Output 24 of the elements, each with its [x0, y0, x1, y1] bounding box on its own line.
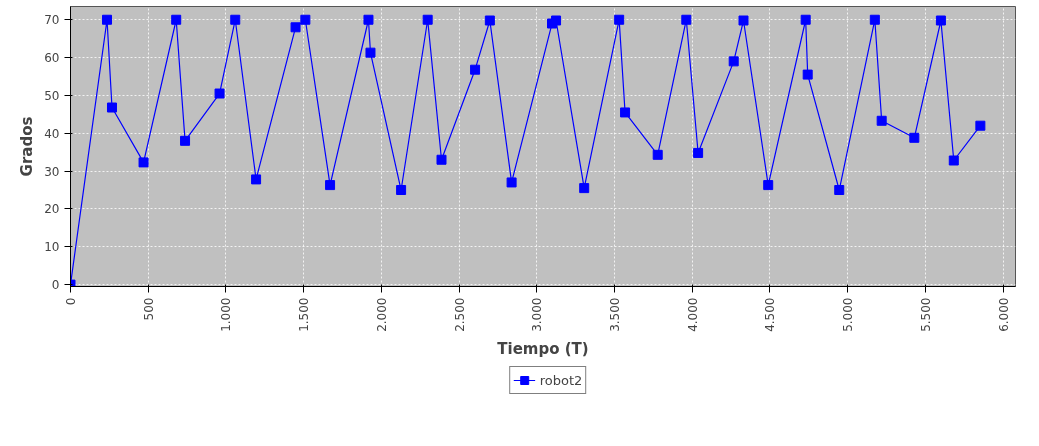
y-tick-label: 30	[44, 164, 60, 179]
x-tick-label: 5.500	[918, 297, 933, 332]
x-tick-label: 4.000	[685, 297, 700, 332]
y-tick-label: 60	[44, 51, 60, 66]
x-tick-label: 3.000	[530, 297, 545, 332]
legend-label: robot2	[539, 372, 583, 388]
x-tick-label: 0	[64, 297, 78, 306]
x-tick-label: 5.000	[841, 297, 856, 332]
y-tick-label: 20	[44, 202, 60, 217]
x-tick-label: 3.500	[608, 297, 622, 332]
x-tick-label: 2.000	[374, 297, 389, 332]
y-axis-title: Grados	[18, 116, 37, 177]
y-tick-label: 10	[44, 240, 60, 255]
x-tick-label: 1.000	[219, 297, 234, 332]
x-tick-label: 1.500	[297, 297, 312, 332]
x-tick-label: 6.000	[996, 297, 1011, 332]
x-tick-label: 4.500	[763, 297, 778, 332]
y-tick-label: 0	[51, 278, 60, 293]
y-tick-label: 70	[44, 13, 60, 28]
y-tick-label: 50	[44, 88, 60, 103]
x-tick-label: 2.500	[452, 297, 467, 332]
x-tick-label: 500	[141, 297, 156, 321]
y-tick-label: 40	[44, 126, 60, 141]
x-axis-title: Tiempo (T)	[497, 339, 589, 358]
